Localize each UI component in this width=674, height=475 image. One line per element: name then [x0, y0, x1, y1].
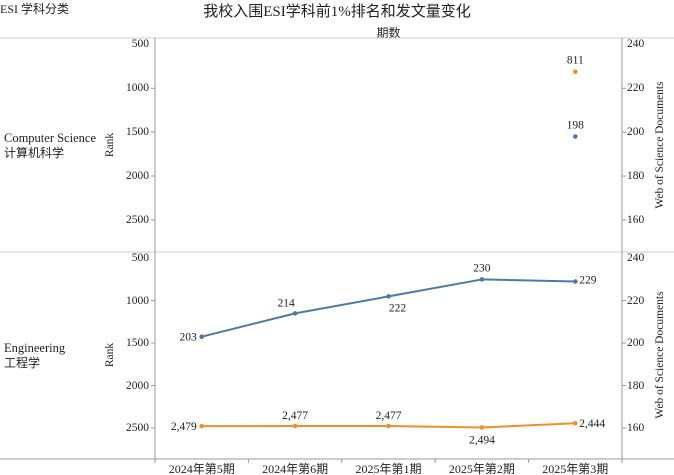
data-point-label: 2,479 — [171, 421, 197, 433]
wos-tick-label: 220 — [627, 294, 645, 307]
wos-tick-label: 220 — [627, 82, 645, 95]
data-point-label: 2,477 — [282, 410, 308, 422]
x-axis-label: 2025年第3期 — [542, 462, 609, 475]
data-point-label: 198 — [567, 120, 585, 132]
data-point-label: 230 — [473, 262, 491, 274]
data-point-label: 203 — [179, 332, 197, 344]
rank-tick-label: 2500 — [126, 421, 149, 434]
x-axis-label: 2025年第1期 — [355, 462, 422, 475]
subject-name-zh: 工程学 — [4, 356, 41, 370]
wos-tick-label: 160 — [627, 213, 645, 226]
data-point-label: 2,494 — [469, 434, 495, 446]
subject-name-en: Engineering — [4, 341, 66, 355]
x-axis-label: 2024年第5期 — [168, 462, 235, 475]
rank-tick-label: 500 — [131, 252, 149, 265]
subject-name-en: Computer Science — [4, 131, 96, 145]
data-point-marker[interactable] — [479, 425, 485, 430]
data-point-marker[interactable] — [479, 277, 485, 282]
wos-tick-label: 180 — [627, 170, 645, 183]
data-point-marker[interactable] — [573, 134, 578, 139]
data-point-label: 2,444 — [579, 418, 605, 430]
wos-tick-label: 200 — [627, 337, 645, 350]
subject-label-engineering: Engineering 工程学 — [4, 340, 104, 371]
data-point-marker[interactable] — [292, 311, 298, 316]
column-header-esi-category: ESI 学科分类 — [0, 2, 70, 16]
data-point-label: 222 — [389, 302, 407, 314]
data-point-label: 229 — [579, 275, 597, 287]
data-point-label: 811 — [567, 55, 584, 67]
rank-tick-label: 1000 — [126, 82, 149, 95]
data-point-label: 2,477 — [376, 410, 402, 422]
wos-tick-label: 240 — [627, 38, 645, 51]
rank-tick-label: 2000 — [126, 379, 149, 392]
wos-tick-label: 160 — [627, 421, 645, 434]
data-point-marker[interactable] — [386, 294, 391, 299]
rank-tick-label: 1500 — [126, 126, 149, 139]
subject-label-computer-science: Computer Science 计算机科学 — [4, 130, 104, 161]
x-axis-label: 2025年第2期 — [448, 462, 515, 475]
data-point-marker[interactable] — [573, 279, 578, 284]
rank-tick-label: 1500 — [126, 337, 149, 350]
x-axis-label: 2024年第6期 — [262, 462, 329, 475]
rank-tick-label: 500 — [131, 38, 149, 51]
wos-tick-label: 240 — [627, 252, 645, 265]
column-header-period: 期数 — [376, 26, 401, 40]
rank-tick-label: 2000 — [126, 170, 149, 183]
data-point-marker[interactable] — [573, 420, 578, 426]
chart-title: 我校入围ESI学科前1%排名和发文量变化 — [203, 4, 471, 20]
wos-tick-label: 200 — [627, 126, 645, 139]
subject-name-zh: 计算机科学 — [4, 146, 65, 160]
data-point-marker[interactable] — [199, 423, 204, 429]
wos-tick-label: 180 — [627, 379, 645, 392]
data-point-marker[interactable] — [199, 334, 204, 340]
data-point-label: 214 — [277, 297, 295, 309]
data-point-marker[interactable] — [386, 423, 391, 429]
rank-tick-label: 2500 — [126, 213, 149, 226]
data-point-marker[interactable] — [292, 423, 298, 429]
rank-tick-label: 1000 — [126, 294, 149, 307]
data-point-marker[interactable] — [573, 69, 578, 75]
